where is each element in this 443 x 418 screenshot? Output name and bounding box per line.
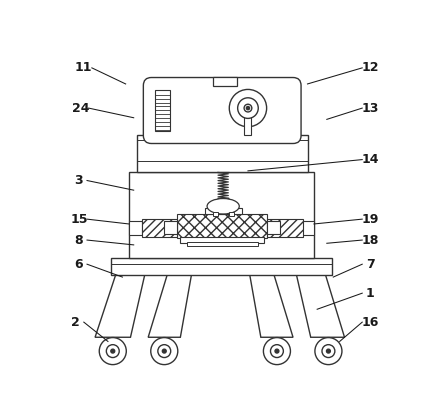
Bar bbox=[213, 77, 237, 86]
Bar bbox=[229, 212, 234, 216]
Bar bbox=[155, 90, 170, 131]
Text: 14: 14 bbox=[361, 153, 379, 166]
Text: 15: 15 bbox=[70, 213, 88, 226]
Polygon shape bbox=[95, 274, 145, 337]
Text: 3: 3 bbox=[75, 174, 83, 187]
Text: 16: 16 bbox=[361, 316, 379, 329]
Circle shape bbox=[326, 349, 330, 353]
Bar bbox=[187, 242, 258, 247]
Circle shape bbox=[111, 349, 115, 353]
Circle shape bbox=[315, 338, 342, 364]
Circle shape bbox=[229, 89, 267, 127]
Bar bbox=[245, 115, 252, 135]
Text: 6: 6 bbox=[75, 257, 83, 271]
Text: 11: 11 bbox=[75, 61, 93, 74]
Text: 7: 7 bbox=[366, 257, 375, 271]
Circle shape bbox=[275, 349, 279, 353]
Circle shape bbox=[271, 345, 284, 357]
Polygon shape bbox=[296, 274, 345, 337]
Text: 12: 12 bbox=[361, 61, 379, 74]
Bar bbox=[129, 173, 314, 258]
FancyBboxPatch shape bbox=[144, 77, 301, 143]
Circle shape bbox=[246, 107, 249, 110]
Text: 1: 1 bbox=[366, 287, 375, 300]
Bar bbox=[267, 219, 303, 237]
Bar bbox=[142, 219, 177, 237]
Circle shape bbox=[162, 349, 166, 353]
Bar bbox=[205, 208, 241, 214]
Bar bbox=[213, 212, 218, 216]
Bar bbox=[180, 237, 264, 243]
Text: 19: 19 bbox=[361, 213, 379, 226]
Bar bbox=[177, 214, 267, 238]
Text: 13: 13 bbox=[361, 102, 379, 115]
Bar bbox=[267, 222, 280, 234]
Polygon shape bbox=[249, 274, 293, 337]
Circle shape bbox=[244, 104, 252, 112]
Bar bbox=[301, 221, 314, 235]
Circle shape bbox=[106, 345, 119, 357]
Bar bbox=[111, 258, 332, 275]
Circle shape bbox=[237, 98, 258, 118]
Circle shape bbox=[322, 345, 335, 357]
Circle shape bbox=[151, 338, 178, 364]
Bar bbox=[164, 222, 177, 234]
Circle shape bbox=[264, 338, 291, 364]
Text: 8: 8 bbox=[75, 234, 83, 247]
Bar bbox=[129, 221, 142, 235]
Circle shape bbox=[99, 338, 126, 364]
Text: 18: 18 bbox=[361, 234, 379, 247]
Bar bbox=[137, 135, 307, 173]
Ellipse shape bbox=[207, 199, 239, 214]
Circle shape bbox=[158, 345, 171, 357]
Text: 24: 24 bbox=[72, 102, 89, 115]
Text: 2: 2 bbox=[71, 316, 80, 329]
Polygon shape bbox=[148, 274, 192, 337]
